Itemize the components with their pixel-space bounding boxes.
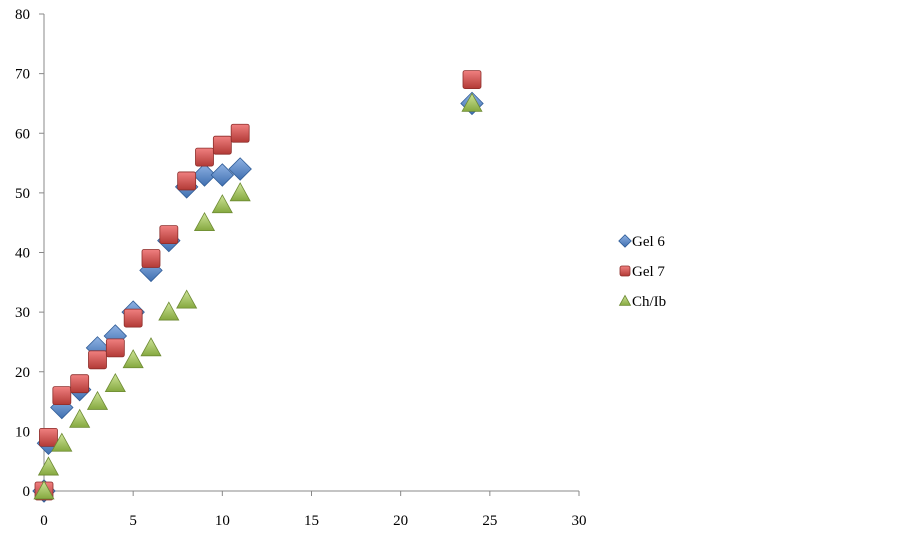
legend-label: Gel 6 xyxy=(632,234,665,250)
data-point xyxy=(228,157,252,181)
data-point xyxy=(462,70,482,89)
data-marks xyxy=(32,70,484,503)
data-point xyxy=(123,308,143,328)
legend-marker-diamond xyxy=(618,234,632,248)
x-tick-label: 0 xyxy=(40,513,48,529)
data-point xyxy=(211,194,233,214)
x-tick-label: 20 xyxy=(393,513,408,529)
data-point xyxy=(39,427,58,447)
y-tick-label: 70 xyxy=(15,67,30,83)
legend-label: Gel 7 xyxy=(632,264,665,280)
y-tick-label: 50 xyxy=(15,186,30,202)
series-gel-7 xyxy=(34,70,482,501)
y-tick-label: 10 xyxy=(15,424,30,440)
data-point xyxy=(192,163,217,187)
data-point xyxy=(195,147,214,167)
data-point xyxy=(37,456,60,476)
data-point xyxy=(52,386,72,406)
data-point xyxy=(140,337,162,357)
data-point xyxy=(210,163,235,187)
y-tick-label: 40 xyxy=(15,246,30,262)
x-tick-label: 5 xyxy=(129,513,137,529)
data-point xyxy=(69,408,91,428)
series-ch-ib xyxy=(33,92,483,500)
x-tick-label: 30 xyxy=(572,513,587,529)
x-tick-label: 25 xyxy=(482,513,497,529)
x-tick-label: 10 xyxy=(215,513,230,529)
y-tick-label: 20 xyxy=(15,365,30,381)
data-point xyxy=(105,338,125,358)
series-gel-6 xyxy=(32,91,484,503)
data-point xyxy=(193,211,216,232)
data-point xyxy=(88,350,107,370)
data-point xyxy=(159,225,179,245)
data-point xyxy=(177,171,197,191)
legend-marker-square xyxy=(619,265,631,277)
axes: 0 10 20 30 40 50 60 70 80 0 5 10 15 20 25 30 xyxy=(15,7,587,529)
data-point xyxy=(33,480,55,500)
data-point xyxy=(230,123,250,143)
data-point xyxy=(104,372,126,392)
data-point xyxy=(51,432,73,452)
data-point xyxy=(122,349,144,369)
data-point xyxy=(229,182,251,202)
legend-label: Ch/Ib xyxy=(632,294,666,310)
data-point xyxy=(70,374,90,394)
y-tick-label: 60 xyxy=(15,126,30,142)
y-tick-label: 0 xyxy=(23,484,31,500)
data-point xyxy=(461,92,483,112)
x-tick-label: 15 xyxy=(304,513,319,529)
data-point xyxy=(176,289,198,309)
y-tick-label: 80 xyxy=(15,7,30,23)
legend: Gel 6 Gel 7 Ch/Ib xyxy=(618,234,666,310)
data-point xyxy=(212,135,232,155)
data-point xyxy=(86,390,109,410)
data-point xyxy=(141,249,161,268)
data-point xyxy=(158,301,180,321)
legend-marker-triangle xyxy=(618,294,632,306)
y-tick-label: 30 xyxy=(15,305,30,321)
